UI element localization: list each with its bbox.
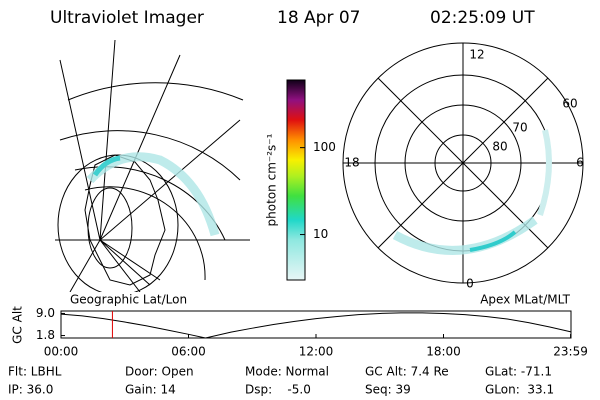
mlt-label: 12 (469, 48, 484, 62)
altitude-line (60, 312, 572, 339)
status-field: GC Alt: 7.4 Re (365, 365, 449, 379)
mlt-label: 6 (576, 156, 584, 170)
lat-label: 60 (562, 97, 577, 111)
mlt-label: 18 (344, 156, 359, 170)
colorbar-label: photon cm⁻²s⁻¹ (265, 133, 279, 226)
x-tick-label: 23:59 (553, 345, 588, 359)
mlt-label: 0 (466, 277, 474, 291)
y-label: GC Alt (11, 306, 25, 344)
status-field: GLon: 33.1 (485, 383, 554, 397)
lat-label: 70 (512, 121, 527, 135)
status-field: Mode: Normal (245, 365, 329, 379)
x-tick-label: 18:00 (426, 345, 461, 359)
polar-grid (342, 42, 584, 284)
y-tick-label: 9.0 (36, 306, 55, 320)
status-field: Gain: 14 (125, 383, 176, 397)
colorbar-tick-label: 10 (313, 227, 328, 241)
colorbar (286, 79, 306, 281)
colorbar-tick-label: 100 (313, 140, 336, 154)
lat-label: 80 (492, 140, 507, 154)
y-tick-label: 1.8 (36, 328, 55, 342)
time: 02:25:09 UT (430, 8, 535, 28)
status-field: Seq: 39 (365, 383, 411, 397)
status-field: Dsp: -5.0 (245, 383, 311, 397)
date: 18 Apr 07 (277, 8, 360, 28)
panel-label: Geographic Lat/Lon (70, 293, 187, 307)
status-field: Flt: LBHL (8, 365, 62, 379)
x-tick-label: 12:00 (299, 345, 334, 359)
x-tick-label: 06:00 (171, 345, 206, 359)
geo-map (55, 39, 250, 292)
x-tick-label: 00:00 (44, 345, 79, 359)
status-field: GLat: -71.1 (485, 365, 552, 379)
status-field: IP: 36.0 (8, 383, 53, 397)
panel-label: Apex MLat/MLT (480, 293, 570, 307)
title: Ultraviolet Imager (50, 8, 204, 28)
status-field: Door: Open (125, 365, 194, 379)
